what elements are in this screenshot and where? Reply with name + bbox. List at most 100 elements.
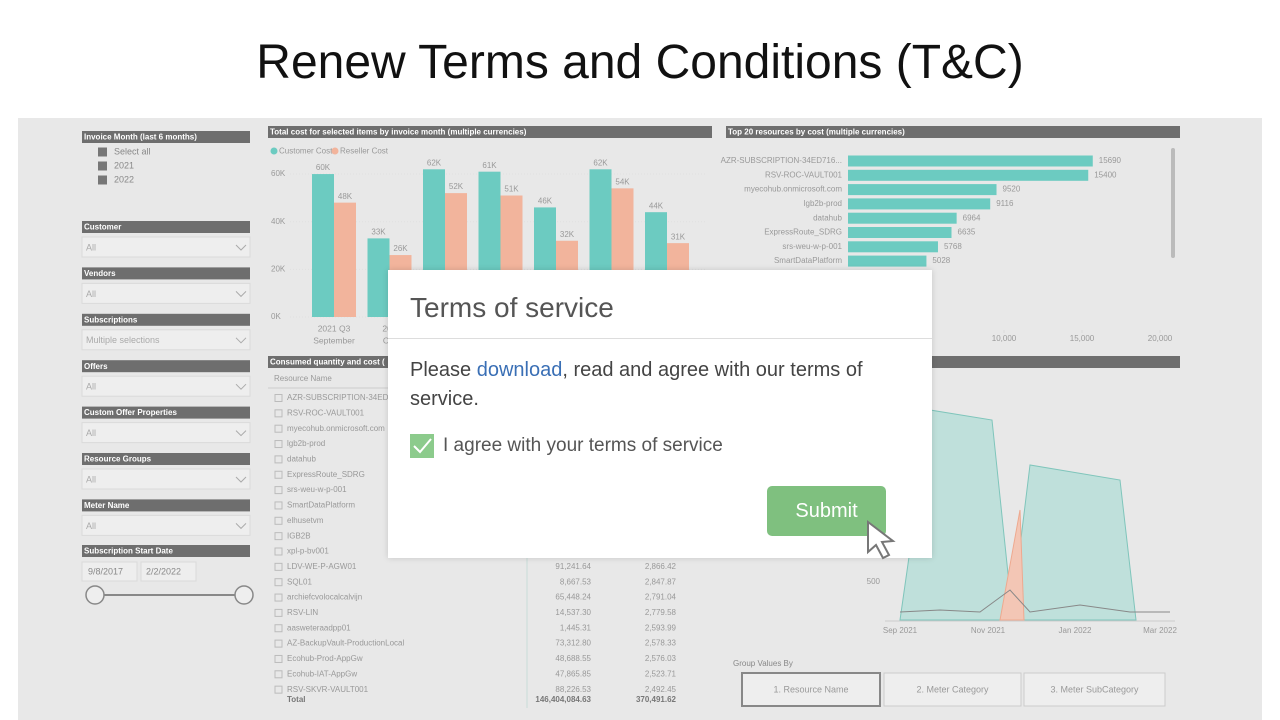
row-value: 2,523.71 bbox=[645, 669, 677, 678]
row-value: 8,667.53 bbox=[560, 577, 592, 586]
row-name: RSV-ROC-VAULT001 bbox=[287, 408, 365, 417]
slicer-title-bar bbox=[82, 453, 250, 465]
slicer-title-bar bbox=[82, 545, 250, 557]
group-button-label: 3. Meter SubCategory bbox=[1050, 684, 1139, 694]
slicer-title: Custom Offer Properties bbox=[84, 408, 177, 417]
slicer-dropdown bbox=[81, 375, 251, 397]
download-link[interactable]: download bbox=[476, 359, 563, 381]
slicer-value: All bbox=[86, 428, 96, 438]
row-value: 14,537.30 bbox=[555, 608, 591, 617]
data-label: 26K bbox=[393, 244, 408, 253]
agree-checkbox[interactable] bbox=[410, 434, 434, 458]
submit-button[interactable]: Submit bbox=[767, 486, 886, 536]
slicer-value: All bbox=[86, 521, 96, 531]
y-tick-label: RSV-ROC-VAULT001 bbox=[765, 170, 843, 179]
x-tick-label: 20,000 bbox=[1148, 334, 1173, 343]
expand-icon bbox=[274, 501, 283, 510]
row-name: archiefcvolocalcalvijn bbox=[287, 593, 362, 602]
dropdown-arrow bbox=[235, 244, 247, 251]
group-button bbox=[1023, 672, 1166, 707]
expand-icon bbox=[274, 440, 283, 449]
slicer-title: Customer bbox=[84, 223, 121, 232]
chart-title: Top 20 resources by cost (multiple curre… bbox=[728, 128, 905, 137]
slicer-title: Meter Name bbox=[84, 501, 130, 510]
data-label: 31K bbox=[671, 232, 686, 241]
slicer-title: Vendors bbox=[84, 269, 116, 278]
row-name: RSV-SKVR-VAULT001 bbox=[287, 685, 369, 694]
table-title: Consumed quantity and cost ( bbox=[270, 358, 385, 367]
bar bbox=[312, 174, 334, 317]
bar bbox=[848, 155, 1093, 167]
slicer-dropdown bbox=[81, 468, 251, 490]
data-label: 61K bbox=[482, 161, 497, 170]
slicer-item: Select all bbox=[114, 146, 151, 156]
row-name: elhusetvm bbox=[287, 516, 324, 525]
dropdown-arrow bbox=[235, 430, 247, 437]
bar bbox=[334, 202, 356, 317]
x-tick-label: Nov 2021 bbox=[971, 626, 1006, 635]
y-tick-label: lgb2b-prod bbox=[804, 199, 842, 208]
data-label: 6964 bbox=[963, 213, 981, 222]
check-icon bbox=[413, 438, 432, 454]
expand-icon bbox=[274, 562, 283, 571]
y-tick-label: 500 bbox=[867, 577, 881, 586]
slicer-title-bar bbox=[82, 267, 250, 280]
slicer-value: All bbox=[86, 289, 96, 299]
data-label: 9116 bbox=[996, 199, 1014, 208]
group-button bbox=[741, 672, 881, 707]
row-value: 88,226.53 bbox=[555, 685, 591, 694]
date-box bbox=[140, 561, 197, 582]
data-label: 33K bbox=[371, 227, 386, 236]
data-label: 15690 bbox=[1099, 156, 1122, 165]
group-button-label: 2. Meter Category bbox=[916, 684, 989, 694]
row-name: IGB2B bbox=[287, 531, 311, 540]
agree-label: I agree with your terms of service bbox=[443, 435, 723, 456]
bar bbox=[848, 198, 991, 210]
x-tick-label: Sep 2021 bbox=[883, 626, 918, 635]
data-label: 6635 bbox=[958, 228, 976, 237]
date-to: 2/2/2022 bbox=[146, 566, 181, 576]
expand-icon bbox=[274, 593, 283, 602]
y-tick-label: SmartDataPlatform bbox=[774, 256, 842, 265]
y-tick-label: datahub bbox=[813, 213, 842, 222]
slicer-title-bar bbox=[82, 406, 250, 419]
slicer-item: 2021 bbox=[114, 160, 134, 170]
line-shape bbox=[899, 589, 1170, 613]
data-label: 62K bbox=[593, 158, 608, 167]
y-tick-label: 60K bbox=[271, 169, 286, 178]
expand-icon bbox=[274, 639, 283, 648]
slicer-title-bar bbox=[82, 499, 250, 512]
slicer-value: Multiple selections bbox=[86, 335, 160, 345]
row-name: AZ-BackupVault-ProductionLocal bbox=[287, 639, 404, 648]
slicer-title: Subscription Start Date bbox=[84, 547, 173, 556]
row-value: 91,241.64 bbox=[555, 562, 591, 571]
slicer-title-bar bbox=[82, 221, 250, 233]
row-value: 2,847.87 bbox=[645, 577, 677, 586]
row-value: 2,866.42 bbox=[645, 562, 677, 571]
expand-icon bbox=[274, 394, 283, 402]
slicer-dropdown bbox=[81, 514, 251, 536]
bar bbox=[367, 238, 390, 317]
y-tick-label: srs-weu-w-p-001 bbox=[782, 242, 842, 251]
dropdown-arrow bbox=[235, 383, 247, 390]
row-name: srs-weu-w-p-001 bbox=[287, 485, 347, 494]
date-box bbox=[81, 561, 138, 582]
expand-icon bbox=[274, 578, 283, 587]
data-label: 15400 bbox=[1094, 170, 1117, 179]
row-name: Ecohub-Prod-AppGw bbox=[287, 654, 363, 663]
modal-title: Terms of service bbox=[410, 292, 614, 323]
slicer-dropdown bbox=[81, 236, 251, 258]
dropdown-arrow bbox=[235, 291, 247, 298]
bar bbox=[848, 212, 957, 224]
x-tick-sublabel: September bbox=[313, 335, 355, 345]
total-value: 370,491.62 bbox=[636, 695, 677, 704]
expand-icon bbox=[274, 624, 283, 633]
modal-text-before: Please bbox=[410, 359, 477, 381]
dropdown-arrow bbox=[235, 337, 247, 344]
date-slider-handle bbox=[85, 585, 105, 605]
bar bbox=[848, 184, 997, 196]
row-name: aasweteraadpp01 bbox=[287, 623, 351, 632]
slicer-title-bar bbox=[82, 360, 250, 373]
